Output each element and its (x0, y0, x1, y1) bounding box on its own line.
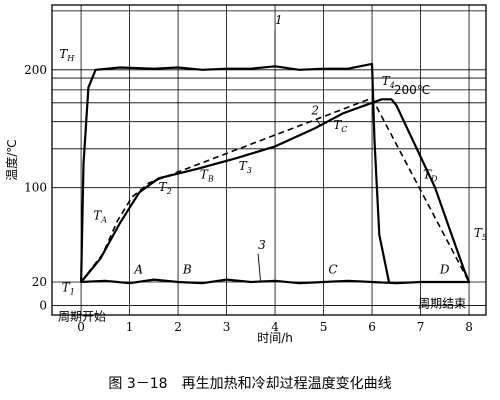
point-label-1: 1 (275, 13, 283, 27)
x-tick-label: 2 (174, 320, 182, 334)
point-label-TD: TD (423, 167, 438, 183)
cycle-end-label: 周期结束 (418, 297, 466, 311)
y-tick-label: 0 (39, 299, 47, 313)
x-tick-label: 1 (126, 320, 134, 334)
point-label-T3: T3 (239, 159, 252, 175)
x-tick-label: 7 (417, 320, 425, 334)
curve-2-line (80, 98, 471, 284)
point-label-T1: T1 (62, 280, 75, 296)
point-label-TB: TB (200, 167, 214, 183)
y-tick-label: 20 (32, 275, 47, 289)
curves (80, 62, 471, 285)
point-label-3: 3 (258, 238, 266, 252)
temperature-200-label: 200℃ (394, 83, 430, 97)
y-axis-label: 温度/℃ (4, 139, 19, 181)
leader-lines (257, 29, 322, 281)
point-label-B: B (182, 263, 192, 277)
point-label-2: 2 (310, 104, 319, 118)
y-tick-label: 200 (24, 63, 47, 77)
curve-dashed-approximation-line (80, 97, 470, 283)
x-tick-label: 3 (223, 320, 231, 334)
curve-3-line (80, 278, 471, 285)
curve-number-leader (257, 253, 261, 281)
x-tick-label: 5 (320, 320, 328, 334)
point-label-T5: T5 (474, 226, 487, 242)
x-tick-label: 8 (465, 320, 473, 334)
x-tick-label: 4 (271, 320, 279, 334)
curve-number-leader (315, 119, 322, 127)
x-axis-label: 时间/h (257, 331, 293, 345)
curve-1-line (80, 62, 391, 284)
point-label-C: C (328, 263, 337, 277)
point-label-TC: TC (333, 118, 347, 134)
grid (51, 4, 487, 316)
point-label-A: A (133, 263, 143, 277)
point-label-T4: T4 (382, 74, 395, 90)
point-label-TA: TA (93, 209, 107, 225)
plot-frame (51, 4, 487, 316)
point-label-TH: TH (59, 47, 75, 63)
x-tick-label: 0 (77, 320, 85, 334)
point-label-T2: T2 (159, 180, 172, 196)
y-tick-label: 100 (24, 181, 47, 195)
cycle-start-label: 周期开始 (58, 310, 106, 324)
point-label-D: D (439, 263, 450, 277)
x-tick-label: 6 (368, 320, 376, 334)
figure-caption: 图 3－18 再生加热和冷却过程温度变化曲线 (108, 376, 391, 392)
